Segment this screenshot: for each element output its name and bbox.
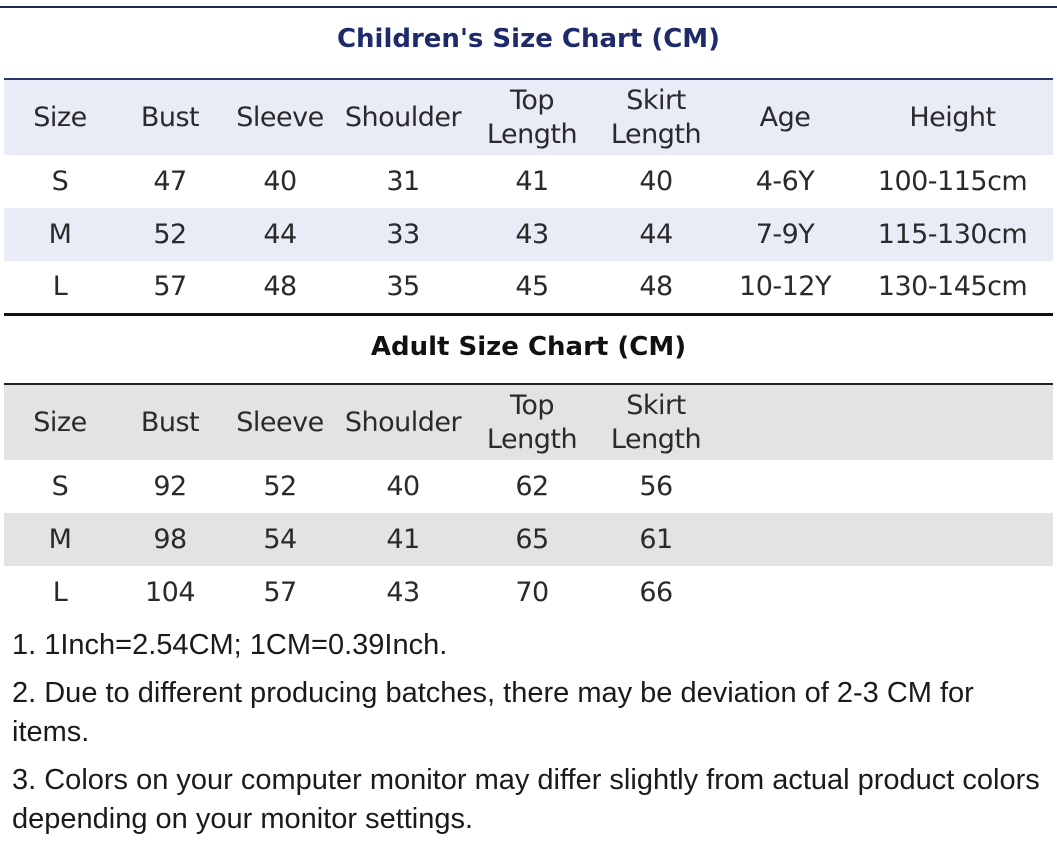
cell-skirt-length: 66 <box>639 577 673 608</box>
cell-empty <box>718 460 852 513</box>
header-bust: Bust <box>140 101 200 133</box>
header-skirt-length: Skirt Length <box>610 389 702 455</box>
cell-sleeve: 40 <box>263 166 297 197</box>
cell-height: 115-130cm <box>877 219 1028 250</box>
header-top-length: Top Length <box>486 84 578 150</box>
cell-shoulder: 40 <box>386 471 420 502</box>
cell-skirt-length: 40 <box>639 166 673 197</box>
table-row: M 52 44 33 43 44 7-9Y 115-130cm <box>4 208 1053 261</box>
cell-size: L <box>52 271 68 303</box>
header-height: Height <box>909 101 996 133</box>
cell-empty <box>718 566 852 619</box>
table-row: L 104 57 43 70 66 <box>4 566 1053 619</box>
table-row: S 47 40 31 41 40 4-6Y 100-115cm <box>4 155 1053 208</box>
cell-size: S <box>51 166 69 197</box>
cell-sleeve: 54 <box>263 524 297 555</box>
cell-size: M <box>48 524 72 555</box>
cell-top-length: 70 <box>515 577 549 608</box>
header-skirt-length: Skirt Length <box>610 84 702 150</box>
cell-top-length: 62 <box>515 471 549 502</box>
cell-skirt-length: 48 <box>639 271 673 303</box>
cell-size: L <box>52 577 68 608</box>
cell-skirt-length: 44 <box>639 219 673 250</box>
cell-bust: 98 <box>153 524 187 555</box>
header-shoulder: Shoulder <box>344 406 462 438</box>
cell-height: 130-145cm <box>877 271 1028 303</box>
header-empty <box>852 384 1053 460</box>
header-sleeve: Sleeve <box>236 406 324 438</box>
cell-skirt-length: 61 <box>639 524 673 555</box>
cell-skirt-length: 56 <box>639 471 673 502</box>
cell-bust: 47 <box>153 166 187 197</box>
cell-height: 100-115cm <box>877 166 1028 197</box>
cell-sleeve: 57 <box>263 577 297 608</box>
cell-bust: 52 <box>153 219 187 250</box>
cell-top-length: 43 <box>515 219 549 250</box>
cell-top-length: 65 <box>515 524 549 555</box>
cell-bust: 104 <box>144 577 196 608</box>
cell-shoulder: 33 <box>386 219 420 250</box>
table-row: M 98 54 41 65 61 <box>4 513 1053 566</box>
notes: 1. 1Inch=2.54CM; 1CM=0.39Inch. 2. Due to… <box>12 626 1047 848</box>
children-chart-title: Children's Size Chart (CM) <box>336 24 721 54</box>
header-shoulder: Shoulder <box>344 101 462 133</box>
table-row: S 92 52 40 62 56 <box>4 460 1053 513</box>
adult-header-row: Size Bust Sleeve Shoulder Top Length Ski… <box>4 384 1053 460</box>
cell-empty <box>852 460 1053 513</box>
cell-age: 4-6Y <box>755 166 815 197</box>
cell-age: 10-12Y <box>739 271 831 303</box>
header-size: Size <box>33 101 87 133</box>
note-colors: 3. Colors on your computer monitor may d… <box>12 764 1040 835</box>
cell-empty <box>852 566 1053 619</box>
children-header-row: Size Bust Sleeve Shoulder Top Length Ski… <box>4 79 1053 155</box>
cell-empty <box>718 513 852 566</box>
cell-top-length: 41 <box>515 166 549 197</box>
cell-shoulder: 41 <box>386 524 420 555</box>
header-size: Size <box>33 406 87 438</box>
cell-age: 7-9Y <box>755 219 815 250</box>
adult-size-table: Size Bust Sleeve Shoulder Top Length Ski… <box>4 383 1053 619</box>
header-bust: Bust <box>140 406 200 438</box>
note-deviation: 2. Due to different producing batches, t… <box>12 677 974 748</box>
cell-bust: 92 <box>153 471 187 502</box>
cell-top-length: 45 <box>515 271 549 303</box>
cell-sleeve: 52 <box>263 471 297 502</box>
cell-shoulder: 31 <box>386 166 420 197</box>
table-row: L 57 48 35 45 48 10-12Y 130-145cm <box>4 261 1053 314</box>
cell-sleeve: 48 <box>263 271 297 303</box>
cell-bust: 57 <box>153 271 187 303</box>
header-age: Age <box>759 101 811 133</box>
cell-sleeve: 44 <box>263 219 297 250</box>
cell-shoulder: 35 <box>386 271 420 303</box>
cell-empty <box>852 513 1053 566</box>
cell-size: M <box>48 219 72 250</box>
children-size-table: Size Bust Sleeve Shoulder Top Length Ski… <box>4 78 1053 316</box>
cell-shoulder: 43 <box>386 577 420 608</box>
header-sleeve: Sleeve <box>236 101 324 133</box>
cell-size: S <box>51 471 69 502</box>
header-top-length: Top Length <box>486 389 578 455</box>
note-conversion: 1. 1Inch=2.54CM; 1CM=0.39Inch. <box>12 629 448 661</box>
header-empty <box>718 384 852 460</box>
top-rule <box>0 6 1057 8</box>
adult-chart-title: Adult Size Chart (CM) <box>370 332 687 362</box>
